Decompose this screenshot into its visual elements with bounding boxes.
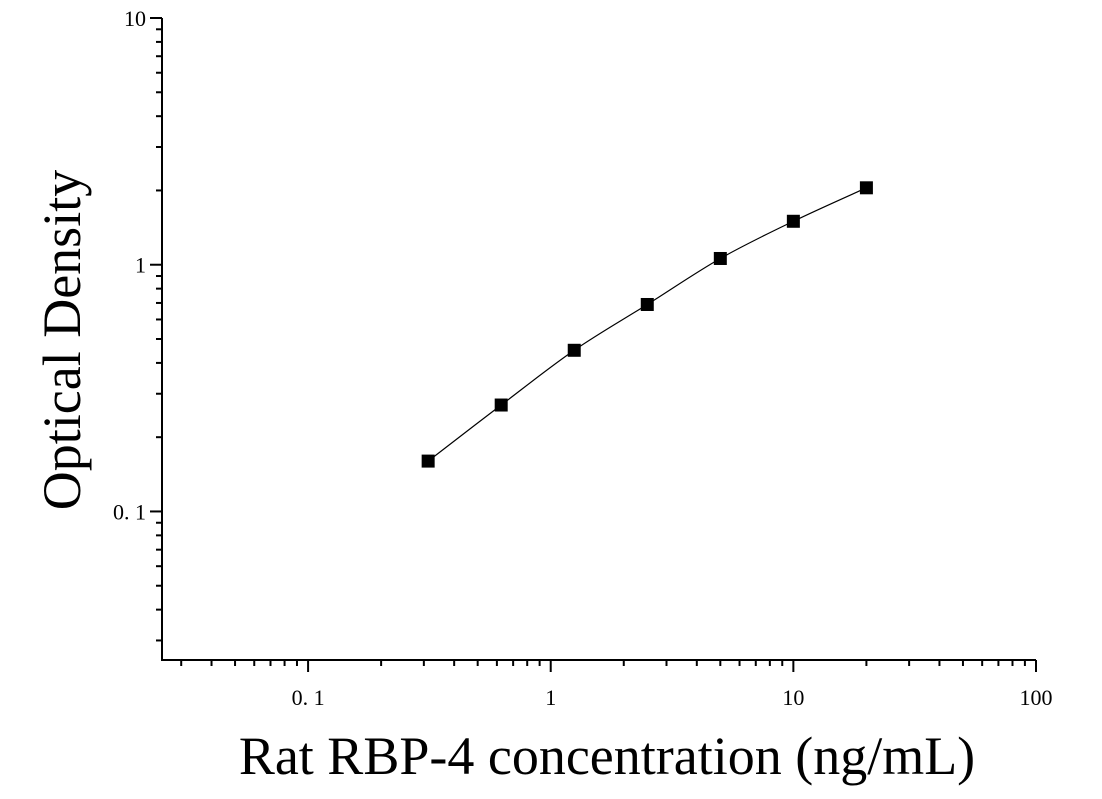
data-point-marker (786, 214, 800, 228)
x-tick-label: 100 (1020, 685, 1053, 710)
y-tick-label: 10 (124, 6, 146, 31)
x-tick-label: 0. 1 (292, 685, 325, 710)
fit-curve (427, 187, 867, 462)
data-point-marker (567, 343, 581, 357)
y-axis-title: Optical Density (32, 170, 92, 510)
y-tick-label: 0. 1 (113, 499, 146, 524)
x-tick-label: 10 (782, 685, 804, 710)
data-point-marker (640, 297, 654, 311)
axes (161, 18, 1036, 661)
data-point-marker (494, 398, 508, 412)
data-points (421, 181, 873, 468)
data-point-marker (713, 251, 727, 265)
data-point-marker (421, 454, 435, 468)
ticks: 0. 1 1 10 100 0. 1 1 10 (113, 6, 1053, 710)
y-tick-label: 1 (135, 253, 146, 278)
fit-curve-line (427, 187, 867, 462)
x-axis-title: Rat RBP-4 concentration (ng/mL) (239, 726, 975, 786)
data-point-marker (859, 181, 873, 195)
x-tick-label: 1 (545, 685, 556, 710)
